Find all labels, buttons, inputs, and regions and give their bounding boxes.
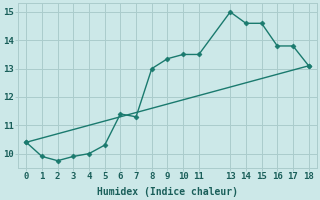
X-axis label: Humidex (Indice chaleur): Humidex (Indice chaleur) [97,186,238,197]
